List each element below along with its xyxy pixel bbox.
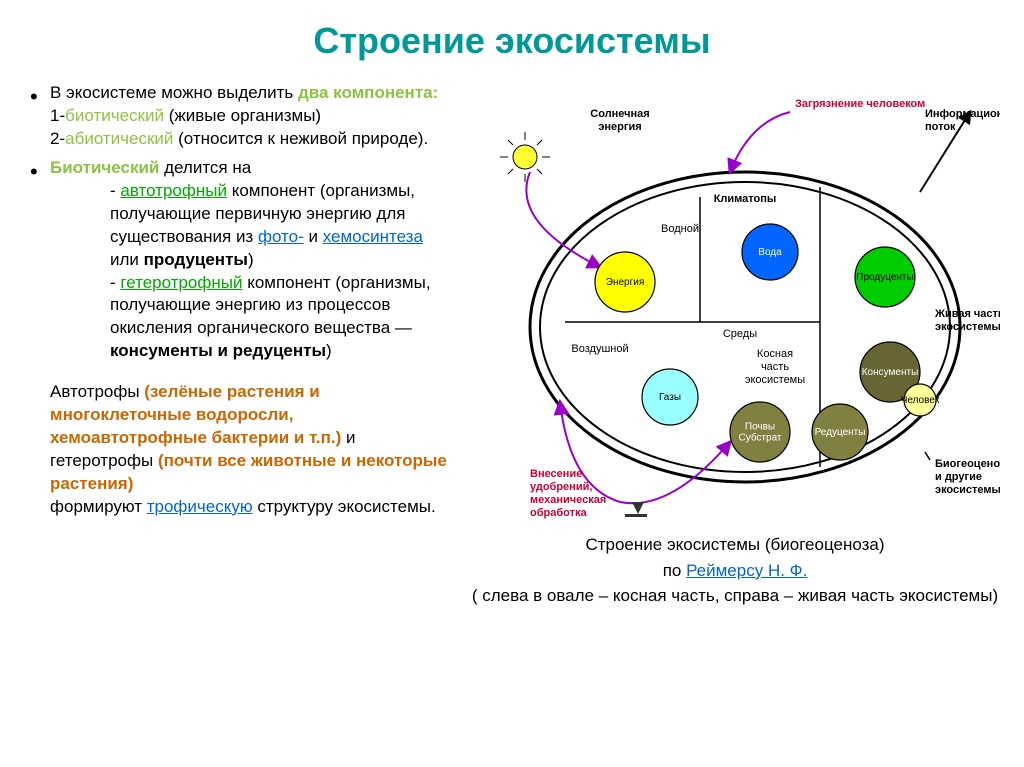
svg-text:Живая часть: Живая часть — [934, 308, 1000, 320]
svg-text:часть: часть — [761, 361, 789, 373]
svg-text:экосистемы: экосистемы — [935, 484, 1000, 496]
t: гетеротрофный — [120, 273, 242, 292]
node-label-producers: Продуценты — [856, 272, 913, 283]
t: ) — [326, 341, 332, 360]
svg-text:экосистемы: экосистемы — [935, 321, 1000, 333]
svg-text:Климатопы: Климатопы — [714, 193, 777, 205]
bullet-2: Биотический делится на - автотрофный ком… — [30, 157, 450, 363]
t: делится на — [159, 158, 251, 177]
t: и — [304, 227, 323, 246]
t: трофическую — [147, 497, 253, 516]
sub-auto: - автотрофный компонент (организмы, полу… — [50, 180, 450, 272]
node-label-soil: Почвы — [745, 422, 775, 433]
svg-text:Биогеоценоз: Биогеоценоз — [935, 458, 1000, 470]
node-label-water: Вода — [758, 247, 782, 258]
t: гетеротрофы — [50, 451, 158, 470]
t: Автотрофы — [50, 382, 144, 401]
page-title: Строение экосистемы — [30, 20, 994, 62]
svg-text:Солнечная: Солнечная — [590, 108, 649, 120]
svg-text:механическая: механическая — [530, 494, 606, 506]
svg-text:поток: поток — [925, 121, 956, 133]
t: фото- — [258, 227, 304, 246]
svg-text:Косная: Косная — [757, 348, 793, 360]
t: В экосистеме можно выделить — [50, 83, 298, 102]
t: формируют — [50, 497, 147, 516]
t: - — [110, 181, 120, 200]
svg-text:энергия: энергия — [598, 121, 641, 133]
t: ) — [248, 250, 254, 269]
node-label-gases: Газы — [659, 392, 681, 403]
t: 2- — [50, 129, 65, 148]
content-row: В экосистеме можно выделить два компонен… — [30, 82, 994, 609]
node-label-consumers: Консументы — [862, 367, 919, 378]
ecosystem-diagram: Климатопы Водной Воздушной Среды Косная … — [470, 82, 1000, 522]
svg-text:Внесение: Внесение — [530, 468, 582, 480]
t: структуру экосистемы. — [253, 497, 436, 516]
t: хемосинтеза — [323, 227, 423, 246]
t: Биотический — [50, 158, 159, 177]
t: по — [663, 561, 686, 580]
svg-text:Воздушной: Воздушной — [571, 343, 628, 355]
node-label-reducers: Редуценты — [815, 427, 866, 438]
t: консументы и редуценты — [110, 341, 326, 360]
cap3: ( слева в овале – косная часть, справа –… — [470, 583, 1000, 609]
svg-text:удобрений,: удобрений, — [530, 481, 592, 493]
svg-text:экосистемы: экосистемы — [745, 374, 805, 386]
svg-text:и другие: и другие — [935, 471, 982, 483]
t: и — [341, 428, 355, 447]
diagram-column: Климатопы Водной Воздушной Среды Косная … — [470, 82, 1000, 609]
svg-text:Водной: Водной — [661, 223, 699, 235]
t: 1- — [50, 106, 65, 125]
cap2: по Реймерсу Н. Ф. — [470, 558, 1000, 584]
bullet-1: В экосистеме можно выделить два компонен… — [30, 82, 450, 151]
t: Реймерсу Н. Ф. — [686, 561, 807, 580]
node-label-energy: Энергия — [606, 277, 644, 288]
text-column: В экосистеме можно выделить два компонен… — [30, 82, 450, 609]
t: (живые организмы) — [164, 106, 321, 125]
t: два компонента: — [298, 83, 438, 102]
cap1: Строение экосистемы (биогеоценоза) — [470, 532, 1000, 558]
t: продуценты — [144, 250, 248, 269]
t: автотрофный — [120, 181, 227, 200]
sub-hetero: - гетеротрофный компонент (организмы, по… — [50, 272, 450, 364]
node-label-human: Человек — [901, 395, 940, 406]
svg-text:обработка: обработка — [530, 507, 587, 519]
node-label-soil: Субстрат — [738, 432, 781, 444]
svg-text:Среды: Среды — [723, 328, 757, 340]
svg-text:Информационный: Информационный — [925, 108, 1000, 120]
svg-text:Загрязнение человеком: Загрязнение человеком — [795, 98, 925, 110]
t: (относится к неживой природе). — [173, 129, 428, 148]
t: биотический — [65, 106, 164, 125]
diagram-caption: Строение экосистемы (биогеоценоза) по Ре… — [470, 532, 1000, 609]
t: или — [110, 250, 144, 269]
t: абиотический — [65, 129, 173, 148]
t: - — [110, 273, 120, 292]
para-3: Автотрофы (зелёные растения и многоклето… — [30, 381, 450, 519]
